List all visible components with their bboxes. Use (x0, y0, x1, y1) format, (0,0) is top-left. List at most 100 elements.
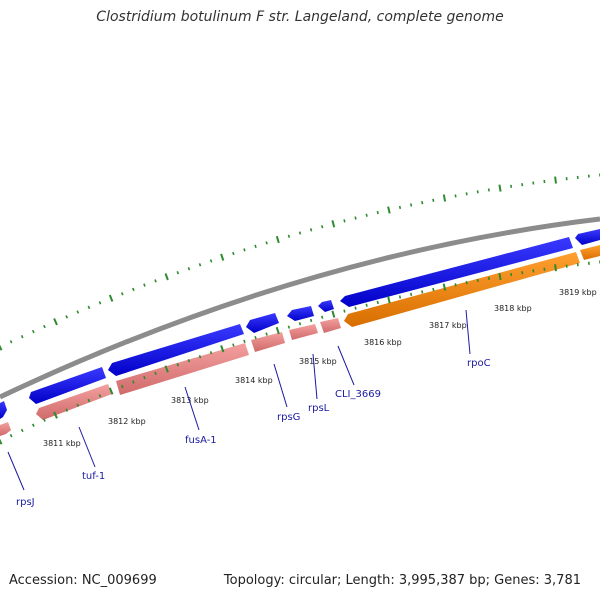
tick-mark (0, 344, 3, 351)
tick-mark (164, 365, 169, 373)
tick-mark (98, 301, 102, 305)
tick-mark (321, 315, 324, 319)
tick-mark (20, 428, 24, 433)
tick-mark (87, 305, 91, 310)
tick-mark (176, 363, 180, 367)
gene-label-tuf-1[interactable]: tuf-1 (82, 471, 105, 482)
scale-label: 3819 kbp (559, 288, 597, 297)
tick-mark (521, 271, 524, 275)
forward-gene (108, 324, 244, 376)
gene-label-CLI_3669[interactable]: CLI_3669 (335, 389, 381, 400)
tick-mark (143, 283, 146, 287)
tick-mark (98, 394, 102, 398)
tick-mark (243, 339, 246, 343)
tick-mark (198, 355, 202, 359)
tick-mark (365, 303, 368, 307)
tick-mark (442, 283, 447, 291)
tick-mark (476, 278, 479, 283)
tick-mark (65, 408, 69, 412)
tick-mark (43, 324, 46, 329)
reverse-gene (116, 343, 249, 395)
tick-mark (76, 310, 80, 314)
tick-mark (432, 198, 435, 202)
tick-mark (220, 345, 225, 353)
tick-mark (487, 276, 490, 281)
tick-mark (120, 292, 124, 296)
tick-mark (387, 206, 391, 214)
tick-mark (176, 271, 180, 275)
tick-mark (20, 334, 24, 339)
accession-text: Accession: NC_009699 (9, 573, 157, 588)
tick-mark (53, 318, 58, 326)
tick-mark (0, 438, 3, 445)
tick-mark (532, 269, 535, 273)
reverse-gene (36, 384, 112, 420)
gene-label-rpsL[interactable]: rpsL (308, 403, 330, 414)
tick-mark (65, 315, 69, 319)
tick-mark (9, 433, 13, 438)
outer-tick-ring (0, 173, 600, 351)
forward-gene (0, 401, 7, 419)
tick-mark (76, 403, 80, 407)
tick-mark (376, 210, 379, 215)
scale-label: 3818 kbp (494, 304, 532, 313)
gene-labels: rpsJ tuf-1 fusA-1 rpsG rpsL CLI_3669 rpo… (16, 358, 491, 508)
tick-mark (265, 241, 268, 245)
tick-mark (331, 310, 336, 318)
reverse-gene (344, 252, 580, 327)
tick-mark (154, 279, 157, 283)
reverse-gene (320, 318, 341, 333)
scale-label: 3811 kbp (43, 439, 81, 448)
tick-mark (454, 194, 457, 198)
reverse-gene (289, 324, 318, 340)
scale-label: 3817 kbp (429, 321, 467, 330)
tick-mark (232, 343, 235, 347)
forward-strand-genes (0, 229, 600, 419)
tick-mark (309, 228, 313, 232)
tick-mark (132, 380, 135, 384)
tick-mark (108, 387, 114, 395)
tick-mark (498, 184, 502, 192)
tick-mark (132, 287, 135, 292)
tick-mark (343, 219, 346, 223)
tick-mark (298, 322, 302, 326)
tick-mark (164, 273, 169, 281)
tick-mark (275, 326, 280, 335)
gene-label-rpoC[interactable]: rpoC (467, 358, 491, 369)
gene-label-rpsJ[interactable]: rpsJ (16, 497, 35, 508)
tick-mark (465, 280, 468, 285)
tick-mark (287, 234, 291, 238)
gene-label-rpsG[interactable]: rpsG (277, 412, 300, 423)
tick-mark (432, 287, 435, 292)
tick-mark (442, 194, 447, 202)
tick-mark (220, 253, 225, 261)
forward-gene (287, 306, 314, 321)
gene-label-fusA-1[interactable]: fusA-1 (185, 435, 217, 446)
reverse-gene (0, 422, 11, 436)
tick-mark (498, 272, 502, 281)
tick-mark (410, 292, 413, 297)
tick-mark (209, 259, 213, 263)
tick-mark (510, 272, 513, 277)
tick-mark (543, 267, 546, 271)
tick-mark (287, 325, 291, 329)
tick-mark (275, 235, 280, 244)
tick-mark (43, 418, 46, 422)
tick-mark (265, 332, 268, 336)
tick-mark (254, 244, 257, 249)
tick-mark (9, 340, 13, 344)
forward-gene (246, 313, 279, 333)
tick-mark (108, 294, 114, 302)
tick-mark (376, 300, 379, 305)
tick-mark (31, 329, 35, 334)
tick-mark (487, 188, 490, 192)
tick-mark (154, 371, 157, 375)
tick-mark (331, 220, 336, 228)
tick-mark (354, 306, 357, 310)
reverse-gene (251, 332, 285, 352)
tick-mark (365, 213, 368, 217)
tick-mark (209, 351, 213, 355)
tick-mark (31, 423, 35, 427)
tick-mark (454, 283, 457, 287)
